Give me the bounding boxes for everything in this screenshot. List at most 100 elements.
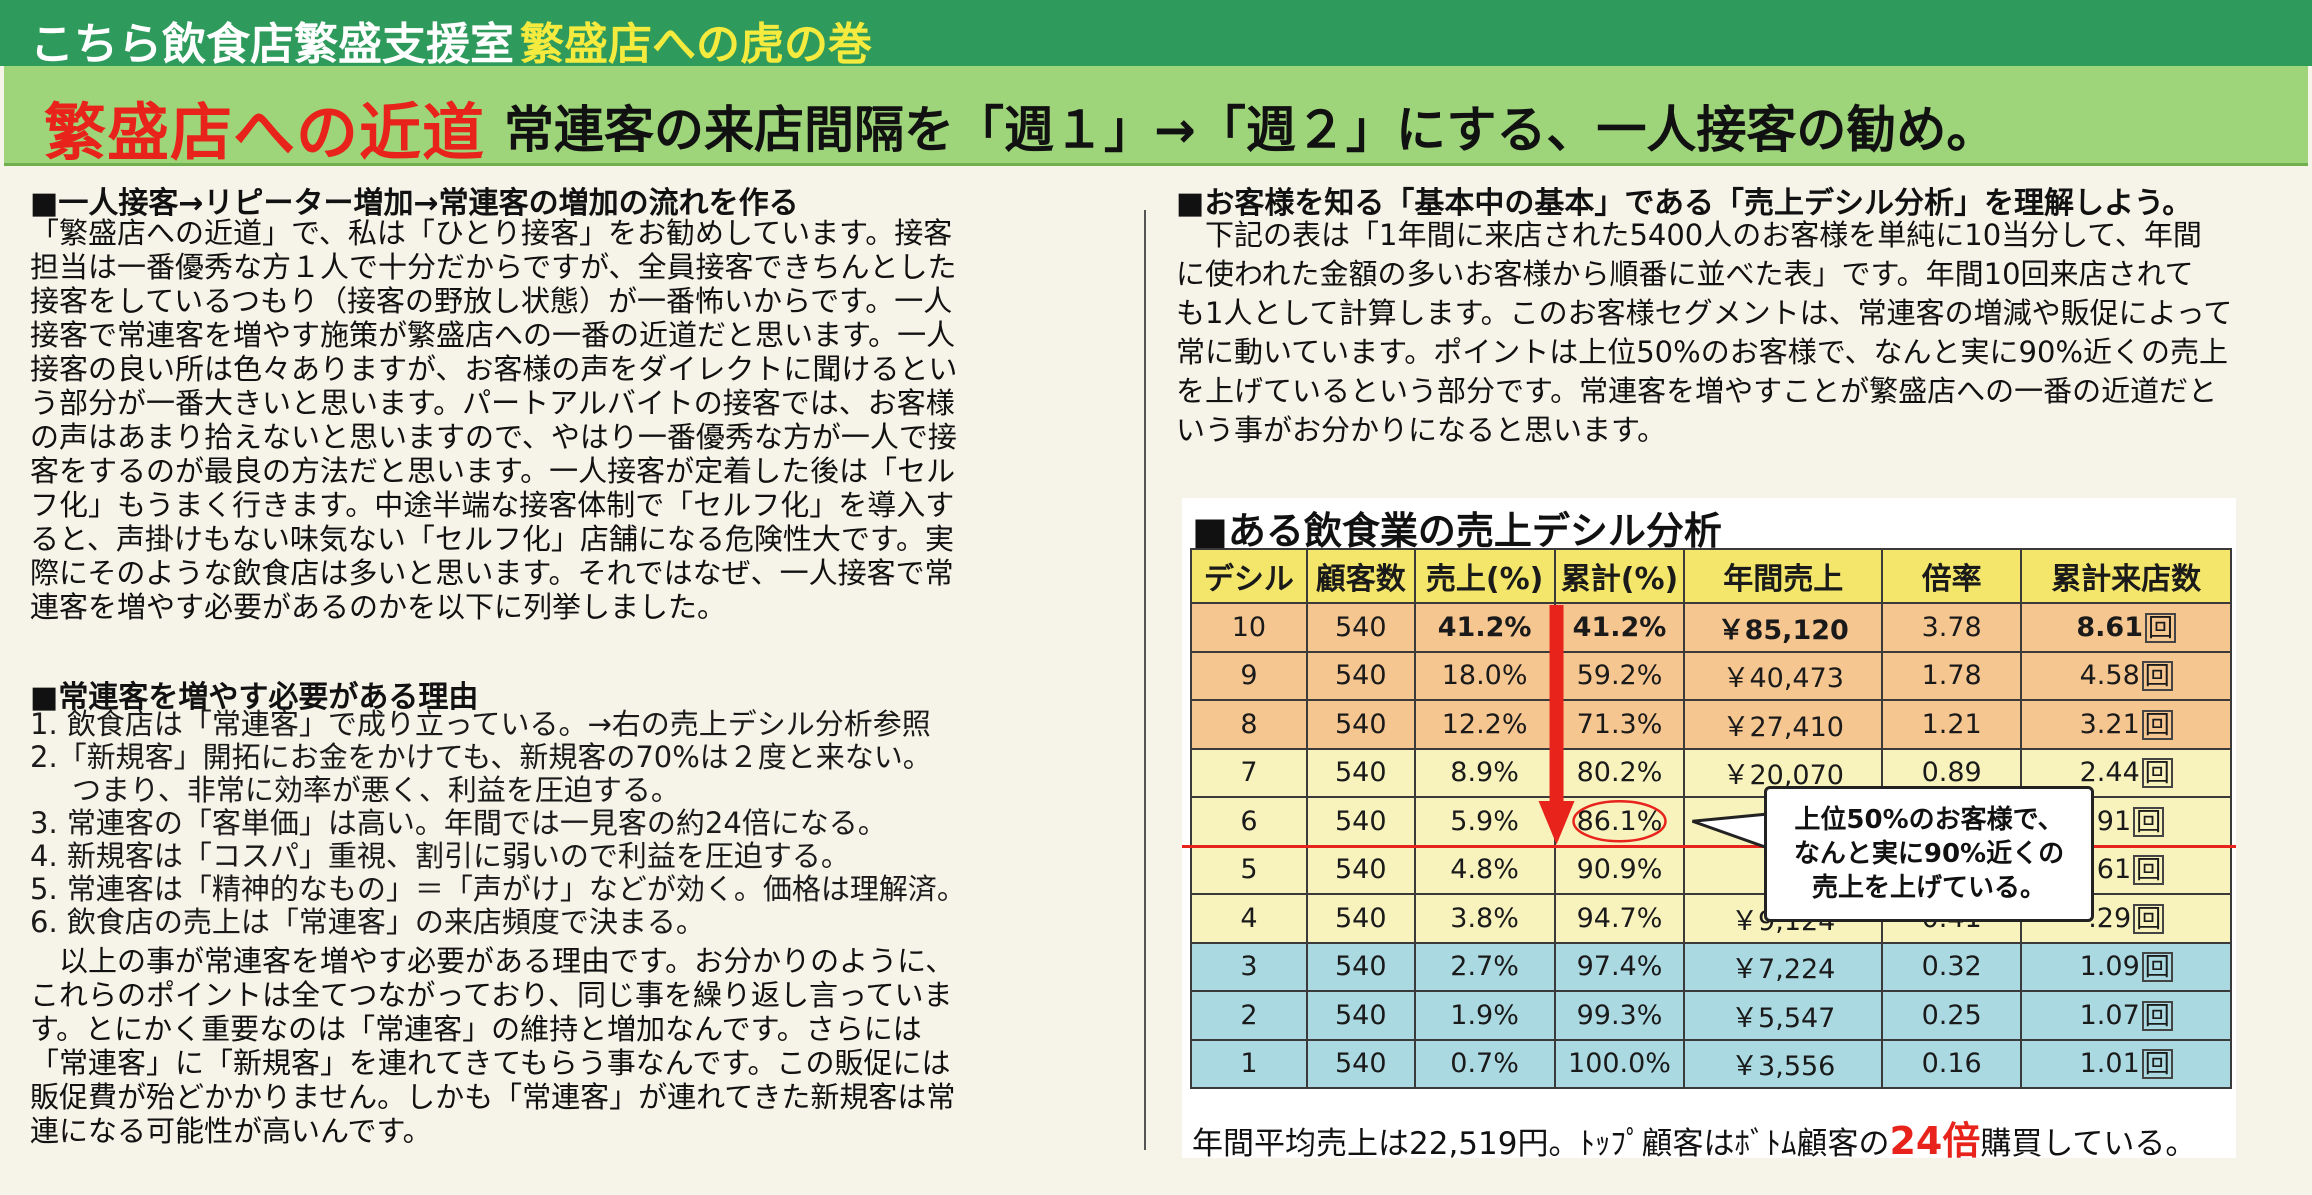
list-item: 3. 常連客の「客単価」は高い。年間では一見客の約24倍になる。: [30, 806, 887, 840]
right-section-title: ■お客様を知る「基本中の基本」である「売上デシル分析」を理解しよう。: [1176, 186, 2193, 221]
cell-ratio-value: 0.25: [1921, 999, 1982, 1031]
cell-customers-value: 540: [1334, 805, 1387, 837]
left-section1-title: ■一人接客→リピーター増加→常連客の増加の流れを作る: [30, 186, 799, 221]
visit-unit: 回: [2141, 709, 2173, 740]
cell-cum-pct: 41.2%: [1553, 602, 1686, 653]
cell-customers: 540: [1305, 941, 1416, 992]
cell-cum-pct: 99.3%: [1553, 990, 1686, 1041]
cell-decile: 7: [1190, 747, 1308, 798]
cell-customers: 540: [1305, 796, 1416, 847]
cell-cum-pct-value: 41.2%: [1572, 611, 1667, 643]
footnote-prefix: 年間平均売上は22,519円。ﾄｯﾌﾟ顧客はﾎﾞﾄﾑ顧客の: [1192, 1126, 1890, 1162]
col-header-customers: 顧客数: [1305, 548, 1416, 604]
cell-sales-pct-value: 1.9%: [1450, 999, 1519, 1031]
callout-box: 上位50%のお客様で、 なんと実に90%近くの 売上を上げている。: [1764, 786, 2094, 922]
cell-ratio: 0.25: [1880, 990, 2023, 1041]
cell-sales-pct-value: 2.7%: [1450, 951, 1519, 983]
col-header-annual: 年間売上: [1683, 548, 1883, 604]
cell-annual: ￥27,410: [1683, 699, 1883, 750]
cell-visits-value: 3.21: [2079, 708, 2140, 740]
cell-customers-value: 540: [1334, 611, 1387, 643]
table-row: 10 540 41.2% 41.2% ￥85,120 3.78 8.61 回: [1190, 602, 2232, 653]
cell-decile: 4: [1190, 893, 1308, 944]
cell-customers-value: 540: [1334, 854, 1387, 886]
cell-ratio: 1.21: [1880, 699, 2023, 750]
cell-decile-value: 6: [1240, 805, 1258, 837]
cell-cum-pct: 71.3%: [1553, 699, 1686, 750]
cell-sales-pct: 4.8%: [1413, 844, 1556, 895]
cell-visits-value: 1.09: [2079, 951, 2140, 983]
cell-sales-pct-value: 12.2%: [1441, 708, 1528, 740]
list-item: つまり、非常に効率が悪く、利益を圧迫する。: [72, 773, 680, 807]
cell-annual: ￥5,547: [1683, 990, 1883, 1041]
cell-customers: 540: [1305, 747, 1416, 798]
cell-annual-value: ￥3,556: [1731, 1051, 1836, 1083]
table-row: 1 540 0.7% 100.0% ￥3,556 0.16 1.01 回: [1190, 1038, 2232, 1089]
cell-sales-pct: 2.7%: [1413, 941, 1556, 992]
cell-sales-pct-value: 8.9%: [1450, 757, 1519, 789]
cell-decile: 2: [1190, 990, 1308, 1041]
cell-decile-value: 5: [1240, 854, 1258, 886]
cell-sales-pct: 1.9%: [1413, 990, 1556, 1041]
cell-ratio-value: 1.21: [1921, 708, 1982, 740]
cell-decile: 1: [1190, 1038, 1308, 1089]
cell-cum-pct-value: 86.1%: [1576, 805, 1663, 837]
cell-decile: 9: [1190, 650, 1308, 701]
cell-annual: ￥7,224: [1683, 941, 1883, 992]
callout-tail: [1691, 812, 1770, 851]
cell-visits: 1.01 回: [2020, 1038, 2232, 1089]
cell-decile: 3: [1190, 941, 1308, 992]
footnote-highlight: 24倍: [1889, 1119, 1981, 1163]
right-body: 下記の表は「1年間に来店された5400人のお客様を単純に10当分して、年間 に使…: [1176, 218, 2233, 447]
cell-annual-value: ￥40,473: [1722, 663, 1844, 695]
cell-sales-pct: 12.2%: [1413, 699, 1556, 750]
visit-unit: 回: [2141, 661, 2173, 692]
table-row: 3 540 2.7% 97.4% ￥7,224 0.32 1.09 回: [1190, 941, 2232, 992]
cell-ratio: 1.78: [1880, 650, 2023, 701]
cell-visits-value: .61: [2088, 854, 2132, 886]
col-header-cum-pct: 累計(%): [1553, 548, 1686, 604]
cell-customers-value: 540: [1334, 757, 1387, 789]
highlight-circle: [1572, 800, 1667, 843]
cell-decile-value: 4: [1240, 902, 1258, 934]
cell-decile-value: 1: [1240, 1048, 1258, 1080]
cell-visits: 1.09 回: [2020, 941, 2232, 992]
visit-unit: 回: [2141, 1000, 2173, 1031]
cell-decile-value: 3: [1240, 951, 1258, 983]
cell-visits-value: 4.58: [2079, 660, 2140, 692]
cell-decile: 5: [1190, 844, 1308, 895]
cell-annual-value: ￥5,547: [1731, 1002, 1836, 1034]
cell-cum-pct-value: 80.2%: [1576, 757, 1663, 789]
cell-cum-pct: 86.1%: [1553, 796, 1686, 847]
cell-ratio: 0.16: [1880, 1038, 2023, 1089]
cell-customers: 540: [1305, 602, 1416, 653]
table-title: ■ある飲食業の売上デシル分析: [1192, 509, 1722, 553]
cell-visits: 1.07 回: [2020, 990, 2232, 1041]
decile-table: デシル 顧客数 売上(%) 累計(%) 年間売上 倍率 累計来店数 10 540 4…: [1190, 548, 2232, 1089]
cell-cum-pct-value: 59.2%: [1576, 660, 1663, 692]
cell-visits-value: 2.44: [2079, 757, 2140, 789]
list-item: 1. 飲食店は「常連客」で成り立っている。→右の売上デシル分析参照: [30, 707, 931, 741]
cell-annual-value: ￥7,224: [1731, 954, 1836, 986]
cell-customers-value: 540: [1334, 999, 1387, 1031]
col-header-sales-pct: 売上(%): [1413, 548, 1556, 604]
cell-customers: 540: [1305, 844, 1416, 895]
cell-visits-value: 1.07: [2079, 999, 2140, 1031]
list-item: 5. 常連客は「精神的なもの」＝「声がけ」などが効く。価格は理解済。: [30, 872, 966, 906]
col-header-ratio: 倍率: [1880, 548, 2023, 604]
cell-annual-value: ￥27,410: [1722, 711, 1844, 743]
visit-unit: 回: [2133, 806, 2165, 837]
cell-customers-value: 540: [1334, 708, 1387, 740]
cell-decile: 10: [1190, 602, 1308, 653]
cell-decile-value: 2: [1240, 999, 1258, 1031]
cell-ratio: 3.78: [1880, 602, 2023, 653]
left-section1-body: 「繁盛店への近道」で、私は「ひとり接客」をお勧めしています。接客 担当は一番優秀…: [30, 216, 958, 624]
cell-visits: 4.58 回: [2020, 650, 2232, 701]
visit-unit: 回: [2141, 758, 2173, 789]
table-header-row: デシル 顧客数 売上(%) 累計(%) 年間売上 倍率 累計来店数: [1190, 548, 2232, 604]
cell-sales-pct-value: 5.9%: [1450, 805, 1519, 837]
cell-cum-pct-value: 100.0%: [1568, 1048, 1671, 1080]
cell-decile-value: 9: [1240, 660, 1258, 692]
list-item: 4. 新規客は「コスパ」重視、割引に弱いので利益を圧迫する。: [30, 839, 850, 873]
cell-visits-value: .91: [2088, 805, 2132, 837]
